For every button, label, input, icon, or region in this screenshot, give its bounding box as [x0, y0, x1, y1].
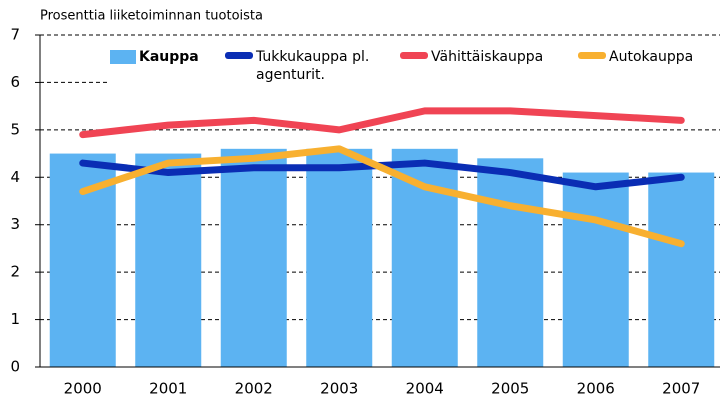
y-tick-label: 3 — [10, 215, 20, 233]
legend-label: Vähittäiskauppa — [431, 49, 544, 65]
y-tick-label: 1 — [10, 310, 20, 328]
y-tick-label: 4 — [10, 168, 20, 186]
legend: Kauppa Tukkukauppa pl. agenturit. Vähittäi… — [110, 44, 720, 106]
x-tick-label: 2001 — [149, 380, 187, 398]
y-tick-label: 2 — [10, 263, 20, 281]
y-tick-label: 5 — [10, 120, 20, 138]
x-tick-label: 2007 — [662, 380, 700, 398]
legend-swatch — [578, 52, 606, 59]
x-tick-label: 2002 — [235, 380, 273, 398]
bar — [477, 158, 544, 367]
x-tick-label: 2006 — [577, 380, 615, 398]
bar — [391, 148, 458, 367]
bar — [306, 148, 373, 367]
x-tick-label: 2000 — [64, 380, 102, 398]
bar — [135, 153, 202, 367]
x-tick-label: 2003 — [320, 380, 358, 398]
bar — [562, 172, 629, 367]
legend-swatch — [225, 52, 253, 59]
y-tick-label: 7 — [10, 26, 20, 44]
bar — [220, 148, 287, 367]
legend-swatch — [400, 52, 428, 59]
line — [79, 145, 685, 248]
x-tick-label: 2004 — [406, 380, 444, 398]
x-tick-label: 2005 — [491, 380, 529, 398]
legend-swatch — [110, 50, 136, 64]
legend-item: Vähittäiskauppa — [400, 48, 575, 66]
y-tick-label: 0 — [10, 358, 20, 376]
legend-label: Kauppa — [139, 49, 199, 65]
line — [79, 107, 685, 139]
legend-item: Tukkukauppa pl. agenturit. — [225, 48, 395, 84]
bar — [648, 172, 715, 367]
legend-label: Tukkukauppa pl. agenturit. — [256, 49, 370, 83]
chart-title: Prosenttia liiketoiminnan tuotoista — [40, 9, 263, 24]
legend-label: Autokauppa — [609, 49, 694, 65]
legend-item: Kauppa — [110, 48, 220, 66]
y-tick-label: 6 — [10, 73, 20, 91]
legend-item: Autokauppa — [578, 48, 718, 66]
